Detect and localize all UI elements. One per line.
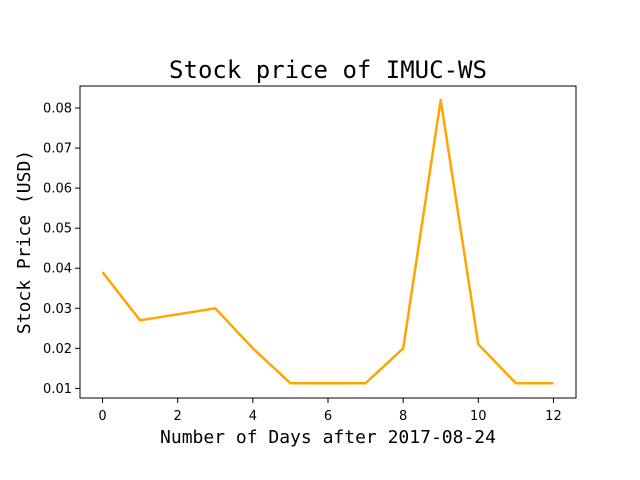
plot-area bbox=[79, 85, 577, 399]
y-tick-label: 0.06 bbox=[43, 182, 72, 197]
y-axis-label: Stock Price (USD) bbox=[14, 150, 35, 334]
x-tick-label: 6 bbox=[324, 409, 332, 424]
price-series-line bbox=[101, 98, 554, 385]
y-tick-label: 0.04 bbox=[43, 262, 72, 277]
y-tick-label: 0.05 bbox=[43, 222, 72, 237]
x-tick-label: 8 bbox=[399, 409, 407, 424]
x-tick-label: 4 bbox=[249, 409, 257, 424]
y-tick-label: 0.02 bbox=[43, 342, 72, 357]
x-tick-label: 12 bbox=[545, 409, 562, 424]
y-tick-label: 0.07 bbox=[43, 142, 72, 157]
series-layer bbox=[101, 98, 554, 385]
y-tick-label: 0.08 bbox=[43, 102, 72, 117]
y-tick-label: 0.03 bbox=[43, 302, 72, 317]
chart-title: Stock price of IMUC-WS bbox=[169, 56, 487, 84]
x-axis: 0 2 4 6 8 10 12 bbox=[98, 398, 562, 424]
x-tick-label: 2 bbox=[174, 409, 182, 424]
y-tick-label: 0.01 bbox=[43, 382, 72, 397]
y-axis: 0.01 0.02 0.03 0.04 0.05 0.06 0.07 0.08 bbox=[43, 102, 80, 397]
x-axis-label: Number of Days after 2017-08-24 bbox=[160, 427, 496, 448]
x-tick-label: 0 bbox=[98, 409, 106, 424]
x-tick-label: 10 bbox=[470, 409, 487, 424]
plot-frame bbox=[79, 85, 577, 399]
